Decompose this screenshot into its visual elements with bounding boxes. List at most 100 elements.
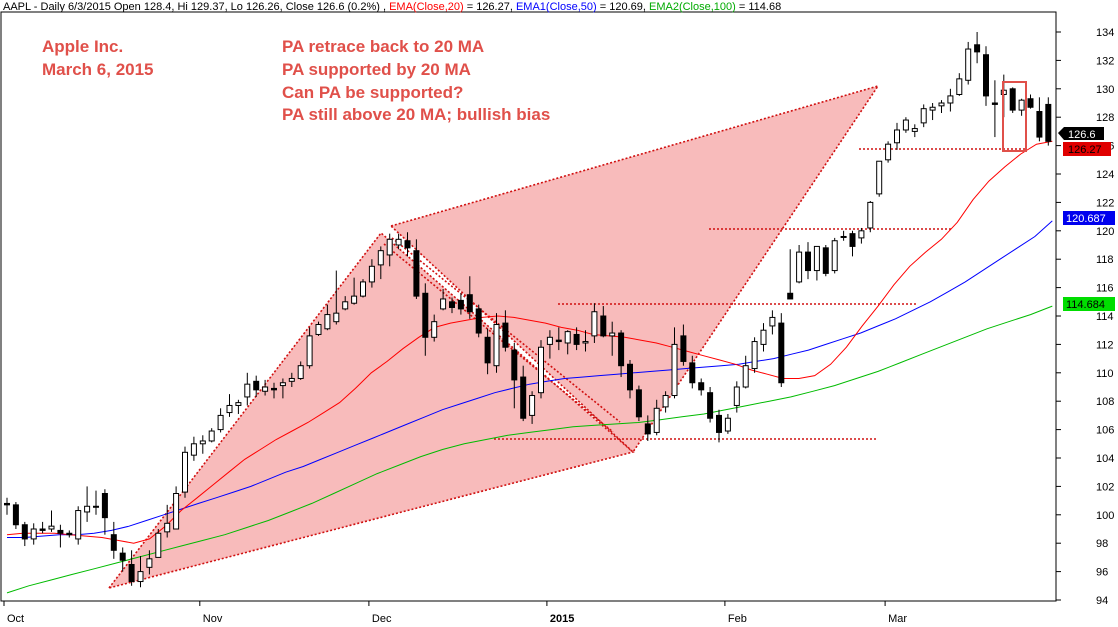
candle	[733, 381, 740, 413]
y-tick-label: 108	[1096, 396, 1114, 408]
candle-body-up	[876, 160, 883, 195]
candle	[1009, 87, 1016, 113]
candle	[920, 104, 927, 128]
y-tick-label: 116	[1096, 283, 1114, 295]
candle	[377, 246, 384, 280]
candle	[983, 46, 989, 106]
abc-triangle-left	[106, 231, 635, 590]
candle	[288, 372, 295, 387]
candle	[199, 435, 206, 454]
candle-body-down	[449, 301, 455, 308]
candle	[1036, 97, 1043, 142]
candle-body-down	[1009, 88, 1016, 111]
candle-body-up	[199, 440, 206, 445]
candle	[431, 314, 438, 342]
candle-body-up	[947, 95, 954, 104]
candle-body-down	[849, 233, 856, 247]
candle	[582, 330, 589, 352]
annotation-right-line-4: PA still above 20 MA; bullish bias	[282, 105, 550, 124]
y-tick-label: 132	[1096, 55, 1114, 67]
candle-body-up	[208, 430, 215, 442]
candle	[449, 297, 455, 314]
candle	[315, 321, 322, 336]
candle	[262, 379, 269, 396]
candle	[751, 337, 758, 373]
candle	[57, 524, 64, 548]
candle-body-down	[413, 250, 420, 297]
candle-body-up	[48, 525, 55, 530]
y-tick-label: 134	[1096, 27, 1114, 39]
candle-body-down	[511, 349, 518, 381]
candle	[75, 506, 82, 545]
candle-body-up	[965, 48, 972, 81]
candle-body-up	[306, 335, 313, 367]
candle	[413, 239, 420, 299]
candle-body-down	[573, 333, 580, 345]
x-tick-label: Dec	[372, 613, 392, 625]
candle	[271, 382, 277, 399]
candle-body-up	[929, 106, 936, 111]
candle	[66, 530, 73, 538]
candle	[279, 378, 286, 399]
candle	[155, 529, 162, 558]
candle-body-up	[84, 505, 91, 513]
candle-body-down	[66, 532, 73, 536]
candle	[466, 276, 473, 319]
candle	[217, 408, 224, 433]
ema100-line	[6, 305, 1053, 594]
header-ema20-value: = 126.27,	[467, 1, 516, 13]
ema50-line	[7, 220, 1053, 538]
candle-body-up	[733, 386, 740, 406]
header-ema50-value: = 120.69,	[600, 1, 649, 13]
candle	[991, 80, 998, 138]
candle	[30, 523, 37, 545]
y-axis-ticks: 9496981001021041061081101121141161181201…	[1056, 27, 1114, 607]
candle-body-up	[368, 265, 375, 283]
candle	[822, 245, 829, 277]
candle	[21, 521, 28, 547]
y-tick-label: 102	[1096, 481, 1114, 493]
candle	[475, 304, 482, 338]
y-tick-label: 128	[1096, 112, 1114, 124]
price-tag-ema20: 126.27	[1063, 142, 1111, 156]
inner-diagonal-upper	[391, 237, 621, 423]
candle	[662, 391, 669, 413]
candle-body-up	[75, 510, 82, 540]
candle	[386, 233, 393, 267]
candle	[93, 490, 99, 515]
candle	[208, 428, 215, 443]
candle	[164, 504, 171, 538]
candle-body-up	[662, 395, 669, 408]
abc-triangle-right	[389, 84, 880, 454]
candle-body-up	[440, 298, 447, 310]
x-tick-label: 2015	[550, 613, 574, 625]
candle-body-up	[190, 443, 197, 456]
x-tick-label: Feb	[728, 613, 747, 625]
y-tick-label: 130	[1096, 84, 1114, 96]
y-tick-label: 94	[1096, 595, 1108, 607]
annotation-left-line-2: March 6, 2015	[42, 60, 154, 79]
candle-body-up	[342, 301, 349, 310]
ema20-line	[6, 140, 1053, 544]
candle	[555, 327, 562, 351]
candle-body-up	[93, 505, 99, 508]
candle	[947, 88, 954, 112]
candle	[39, 521, 46, 534]
candle-body-up	[920, 108, 927, 124]
candle	[101, 489, 108, 535]
candle-body-up	[351, 295, 358, 304]
candle-body-up	[235, 402, 242, 406]
candle	[511, 342, 518, 409]
candle	[813, 245, 820, 281]
candle-body-down	[689, 362, 696, 384]
candle	[333, 270, 340, 325]
candle	[867, 200, 874, 233]
candle-body-up	[858, 230, 865, 239]
candle-body-down	[457, 299, 464, 310]
candle-body-up	[386, 238, 393, 256]
candle-body-up	[333, 312, 340, 323]
candle-body-up	[538, 346, 544, 394]
price-tag-ema50-text: 120.687	[1066, 213, 1106, 225]
candle	[493, 313, 500, 373]
candle	[618, 330, 625, 378]
